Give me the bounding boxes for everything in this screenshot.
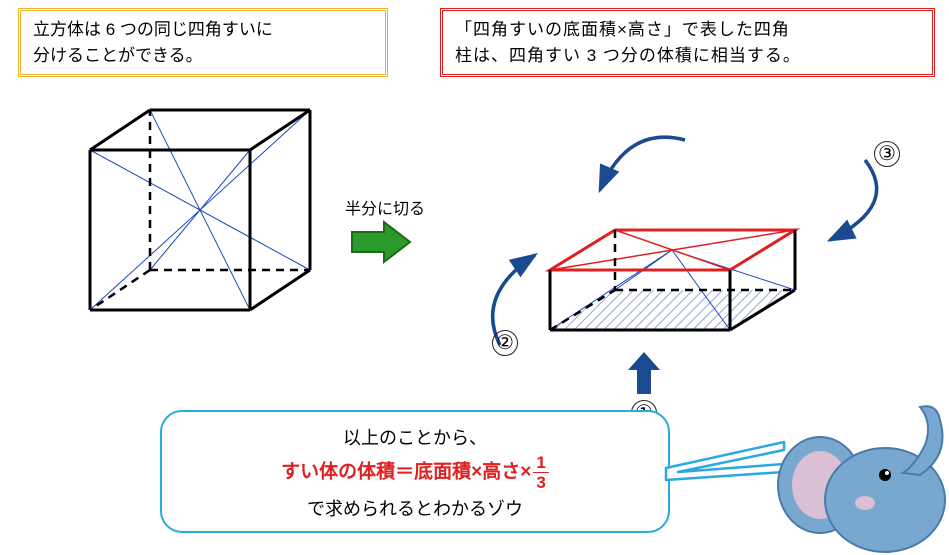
- elephant-icon: [765, 385, 949, 555]
- text: 柱は、四角すい 3 つ分の体積に相当する。: [455, 46, 801, 65]
- arrow-label: 半分に切る: [345, 195, 425, 219]
- speech-formula: すい体の体積＝底面積×高さ×13: [180, 454, 650, 491]
- info-box-right: 「四角すいの底面積×高さ」で表した四角 柱は、四角すい 3 つ分の体積に相当する…: [440, 8, 935, 77]
- cube-diagram: [60, 100, 340, 365]
- speech-line1: 以上のことから、: [180, 424, 650, 450]
- speech-bubble: 以上のことから、 すい体の体積＝底面積×高さ×13 で求められるとわかるゾウ: [160, 410, 670, 533]
- text: 立方体は 6 つの同じ四角すいに: [33, 20, 273, 39]
- up-arrow-icon: [624, 350, 664, 398]
- curved-arrows: [460, 120, 930, 400]
- info-box-left: 立方体は 6 つの同じ四角すいに 分けることができる。: [18, 8, 388, 77]
- text: 分けることができる。: [33, 46, 203, 65]
- label-2: ②: [492, 330, 518, 356]
- text: 「四角すいの底面積×高さ」で表した四角: [455, 20, 790, 39]
- green-arrow-icon: [348, 218, 418, 266]
- speech-line3: で求められるとわかるゾウ: [180, 495, 650, 521]
- label-3: ③: [874, 141, 900, 167]
